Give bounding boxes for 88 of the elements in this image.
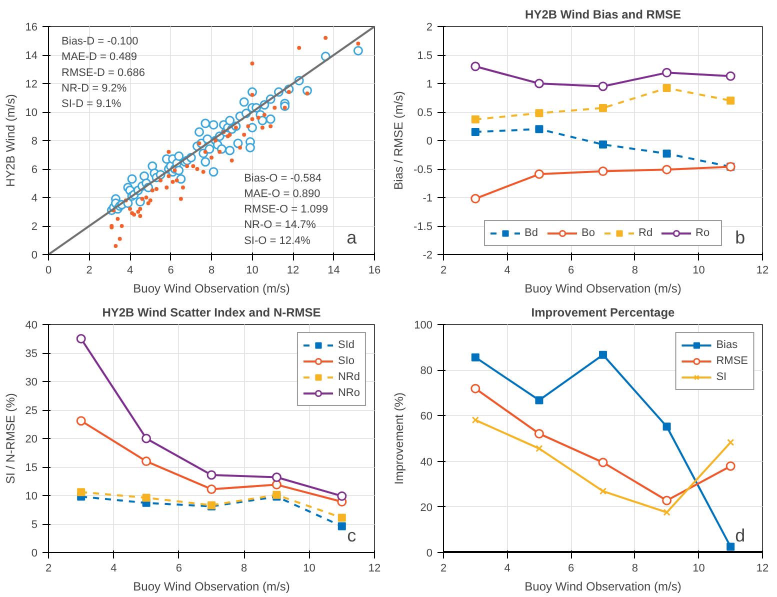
x-tick-label: 6 [568,562,574,574]
y-tick-label: 0.5 [417,107,433,119]
y-tick-label: 8 [31,136,38,148]
y-tick-label: 12 [25,78,38,90]
y-tick-label: 16 [25,22,38,34]
annotation: a [346,228,358,248]
y-tick-label: 0 [31,548,38,560]
y-axis-title: SI / N-RMSE (%) [3,393,18,484]
x-tick-label: 6 [168,264,174,276]
x-tick-label: 6 [176,562,182,574]
x-tick-label: 4 [504,264,510,276]
y-tick-label: 20 [25,434,38,446]
x-tick-label: 10 [692,264,705,276]
legend-label: Ro [696,226,711,240]
legend-label: SI [716,370,728,384]
y-tick-label: 60 [420,410,433,423]
x-tick-label: 4 [110,562,117,574]
y-axis-title: HY2B Wind (m/s) [3,94,18,187]
x-axis-title: Buoy Wind Observation (m/s) [524,282,682,296]
y-tick-label: 15 [25,462,38,474]
legend-label: NRo [338,386,360,400]
y-tick-label: 10 [25,107,38,119]
annotation: Bias-O = -0.584 MAE-O = 0.890 RMSE-O = 1.099 NR-O = 14.7% SI-O = 12.4% [244,172,328,247]
x-axis-title: Buoy Wind Observation (m/s) [524,580,682,594]
x-tick-label: 8 [632,562,638,574]
y-tick-label: 6 [31,164,38,176]
x-tick-label: 12 [756,264,769,276]
annotation: Bias-D = -0.100 MAE-D = 0.489 RMSE-D = 0.686 NR-D = 9.2% SI-D = 9.1% [62,36,145,110]
y-tick-label: 40 [420,456,433,468]
legend-label: SId [338,338,356,352]
x-tick-label: 4 [126,264,134,276]
y-tick-label: -1.5 [414,221,433,233]
y-axis-title: Bias / RMSE (m/s) [392,91,406,190]
x-tick-label: 16 [368,264,381,276]
y-tick-label: 2 [426,22,433,34]
y-tick-label: 80 [420,365,433,378]
chart-title: HY2B Wind Bias and RMSE [525,8,681,22]
legend-label: NRd [338,370,360,384]
y-tick-label: -0.5 [414,164,433,176]
y-tick-label: 20 [420,502,433,514]
annotation: d [735,526,746,546]
y-axis-title: Improvement (%) [392,392,406,485]
y-tick-label: 4 [31,192,38,204]
x-tick-label: 2 [440,264,447,276]
x-tick-label: 12 [756,562,769,574]
x-tick-label: 6 [568,264,574,276]
x-tick-label: 14 [328,264,340,276]
x-tick-label: 4 [504,562,510,574]
x-tick-label: 2 [86,264,92,276]
y-tick-label: 1.5 [417,50,433,62]
y-tick-label: 30 [25,376,38,388]
y-tick-label: 14 [25,50,38,62]
x-tick-label: 10 [246,264,258,276]
x-tick-label: 10 [692,562,705,574]
x-tick-label: 8 [241,562,248,574]
x-tick-label: 10 [303,562,316,574]
y-tick-label: 1 [426,78,433,90]
y-tick-label: 100 [414,320,433,332]
legend-label: Bias [716,338,738,352]
x-tick-label: 8 [208,264,215,276]
y-tick-label: 2 [31,221,38,233]
legend-label: Rd [638,226,654,240]
annotation: c [347,526,356,546]
y-tick-label: 10 [25,490,38,502]
x-tick-label: 8 [632,264,638,276]
legend-label: Bd [524,226,539,240]
y-tick-label: 0 [426,136,433,148]
x-axis-title: Buoy Wind Observation (m/s) [133,282,290,296]
x-tick-label: 0 [45,264,52,276]
y-tick-label: 40 [25,320,38,332]
y-tick-label: -2 [422,250,432,262]
x-tick-label: 2 [45,562,52,574]
x-axis-title: Buoy Wind Observation (m/s) [133,580,290,594]
y-tick-label: 0 [31,250,38,262]
x-tick-label: 12 [368,562,381,574]
y-tick-label: 0 [426,548,433,560]
y-tick-label: 25 [25,405,38,417]
annotation: b [735,228,746,248]
y-tick-label: -1 [422,192,432,204]
chart-title: HY2B Wind Scatter Index and N-RMSE [102,306,321,320]
x-tick-label: 12 [286,264,300,276]
x-tick-label: 2 [440,562,447,574]
chart-title: Improvement Percentage [531,306,676,320]
y-tick-label: 5 [31,519,38,531]
legend-label: RMSE [716,354,748,368]
y-tick-label: 35 [25,348,38,360]
legend-label: Bo [582,226,596,240]
legend-label: SIo [338,354,356,368]
